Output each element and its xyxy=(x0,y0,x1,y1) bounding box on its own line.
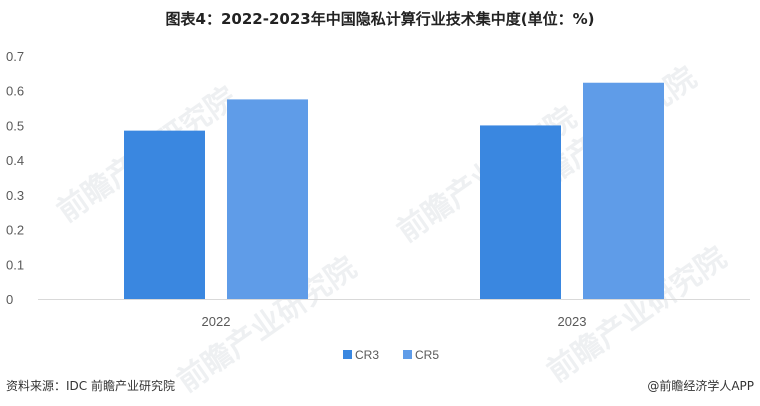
y-tick-label: 0.6 xyxy=(6,84,24,99)
legend-label-cr3: CR3 xyxy=(355,348,379,362)
y-tick-label: 0.5 xyxy=(6,118,24,133)
brand-note: @前瞻经济学人APP xyxy=(647,379,754,393)
y-tick-label: 0.4 xyxy=(6,153,24,168)
bar-cr5-2023 xyxy=(583,82,664,299)
y-tick-label: 0 xyxy=(6,292,13,307)
x-tick-label: 2023 xyxy=(558,314,587,329)
source-note: 资料来源：IDC 前瞻产业研究院 xyxy=(6,379,175,393)
y-tick-label: 0.7 xyxy=(6,49,24,64)
legend-swatch-cr5 xyxy=(403,350,412,359)
bar-cr3-2022 xyxy=(124,130,205,299)
legend-swatch-cr3 xyxy=(343,350,352,359)
x-tick-label: 2022 xyxy=(202,314,231,329)
chart-title: 图表4：2022-2023年中国隐私计算行业技术集中度(单位：%) xyxy=(165,10,595,28)
legend-label-cr5: CR5 xyxy=(415,348,439,362)
bar-cr3-2023 xyxy=(480,125,561,299)
y-tick-label: 0.2 xyxy=(6,223,24,238)
bar-cr5-2022 xyxy=(227,99,308,300)
y-tick-label: 0.1 xyxy=(6,257,24,272)
y-tick-label: 0.3 xyxy=(6,188,24,203)
